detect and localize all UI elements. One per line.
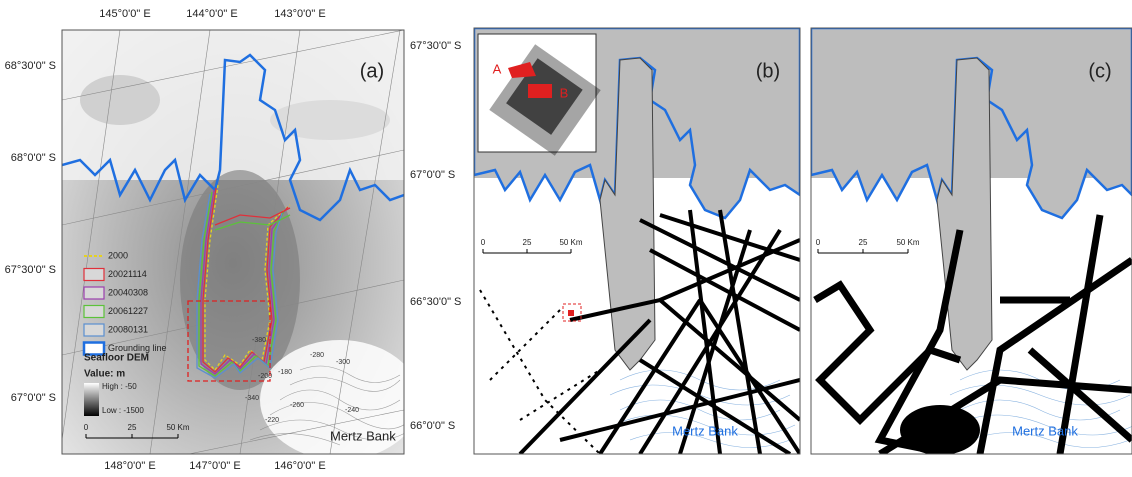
contour-label: -200 <box>258 373 272 380</box>
scale-label: 0 <box>816 238 821 247</box>
inset-label: B <box>560 85 569 100</box>
right-axis-label: 66°30'0" S <box>410 296 461 308</box>
panel-label: (a) <box>360 60 384 82</box>
scale-label: 50 Km <box>559 238 582 247</box>
top-axis-label: 144°0'0" E <box>186 8 237 20</box>
contour-label: -180 <box>278 369 292 376</box>
inset-label: A <box>493 61 502 76</box>
scale-label: 0 <box>481 238 486 247</box>
place-label: Mertz Bank <box>330 428 396 443</box>
left-axis-label: 67°0'0" S <box>11 392 56 404</box>
legend-swatch <box>84 269 104 281</box>
legend-label: 20021114 <box>108 269 147 279</box>
legend-label: 2000 <box>108 250 128 260</box>
top-axis-label: 143°0'0" E <box>274 8 325 20</box>
legend-title: Seafloor DEM <box>84 353 149 364</box>
scale-label: 50 Km <box>166 423 189 432</box>
contour-label: -240 <box>345 407 359 414</box>
right-axis-label: 67°0'0" S <box>410 169 455 181</box>
contour-label: -280 <box>310 352 324 359</box>
bottom-axis-label: 146°0'0" E <box>274 460 325 472</box>
figure: 2000 20021114 20040308 20061227 20080131 Grou… <box>0 0 1132 477</box>
legend-subtitle: Value: m <box>84 369 125 380</box>
bottom-axis-label: 147°0'0" E <box>189 460 240 472</box>
legend-high: High : -50 <box>102 382 137 391</box>
panel-label: (b) <box>756 60 780 82</box>
panel-label: (c) <box>1088 60 1111 82</box>
contour-label: -340 <box>245 395 259 402</box>
scale-label: 25 <box>859 238 868 247</box>
contour-label: -260 <box>290 402 304 409</box>
left-axis-label: 68°30'0" S <box>5 60 56 72</box>
place-label: Mertz Bank <box>1012 423 1078 438</box>
scale-label: 25 <box>128 423 137 432</box>
legend-low: Low : -1500 <box>102 406 144 415</box>
legend-swatch <box>84 287 104 299</box>
legend-label: 20040308 <box>108 287 148 297</box>
left-axis-label: 67°30'0" S <box>5 264 56 276</box>
scale-label: 0 <box>84 423 89 432</box>
left-axis-label: 68°0'0" S <box>11 152 56 164</box>
legend-label: Grounding line <box>108 343 167 353</box>
right-axis-label: 67°30'0" S <box>410 40 461 52</box>
bottom-axis-label: 148°0'0" E <box>104 460 155 472</box>
legend-swatch <box>84 324 104 336</box>
legend-swatch <box>84 306 104 318</box>
contour-label: -380 <box>252 337 266 344</box>
scale-label: 25 <box>523 238 532 247</box>
contour-label: -220 <box>265 417 279 424</box>
legend-label: 20080131 <box>108 324 148 334</box>
scale-label: 50 Km <box>896 238 919 247</box>
legend-label: 20061227 <box>108 306 148 316</box>
contour-label: -300 <box>336 359 350 366</box>
place-label: Mertz Bank <box>672 423 738 438</box>
top-axis-label: 145°0'0" E <box>99 8 150 20</box>
right-axis-label: 66°0'0" S <box>410 420 455 432</box>
